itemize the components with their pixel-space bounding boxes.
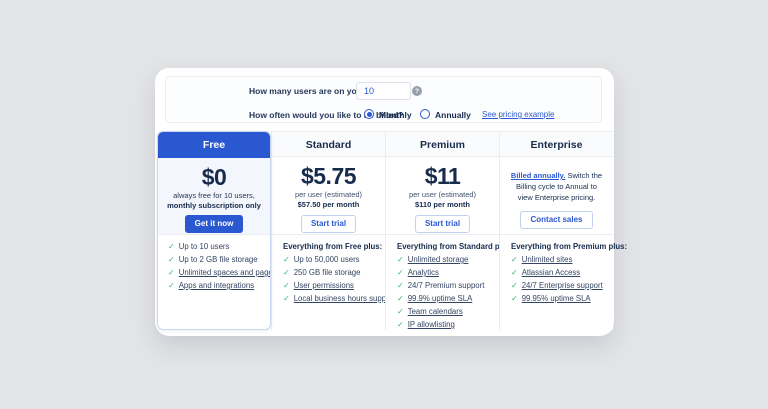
feature-item: Local business hours support [283,294,395,304]
check-icon [511,268,518,278]
check-icon [511,281,518,291]
feature-item: 99.9% uptime SLA [397,294,494,304]
pricing-card: How many users are on your team? ? How o… [155,68,628,336]
feature-item: Up to 50,000 users [283,255,380,265]
contact-sales-button[interactable]: Contact sales [520,211,593,229]
standard-pricing-section: $5.75 per user (estimated) $57.50 per mo… [272,157,385,235]
survey-panel: How many users are on your team? ? How o… [165,76,602,123]
get-it-now-button[interactable]: Get it now [184,215,244,233]
monthly-radio[interactable] [364,109,374,119]
plans-section: Free $0 always free for 10 users, monthl… [157,131,628,336]
feature-item: Apps and integrations [168,281,265,291]
premium-price-note-2: $110 per month [414,200,471,209]
plan-name-premium: Premium [386,131,499,157]
free-pricing-section: $0 always free for 10 users, monthly sub… [158,158,270,235]
premium-pricing-section: $11 per user (estimated) $110 per month … [386,157,499,235]
users-count-input[interactable] [356,82,411,100]
check-icon [283,294,290,304]
feature-item: Up to 10 users [168,242,265,252]
plan-name-free: Free [158,132,270,158]
enterprise-features-list: Everything from Premium plus: Unlimited … [500,235,628,304]
features-intro: Everything from Free plus: [283,242,383,251]
monthly-radio-label[interactable]: Monthly [379,109,412,120]
premium-price-note-1: per user (estimated) [408,190,477,199]
plan-column-free: Free $0 always free for 10 users, monthl… [157,131,271,330]
plan-name-standard: Standard [272,131,385,157]
annually-radio-label[interactable]: Annually [435,109,471,120]
check-icon [168,255,175,265]
check-icon [511,294,518,304]
plan-price-premium: $11 [424,163,461,189]
check-icon [397,307,404,317]
standard-price-note-2: $57.50 per month [297,200,360,209]
premium-features-list: Everything from Standard plus: Unlimited… [386,235,514,330]
feature-item: 24/7 Premium support [397,281,494,291]
check-icon [397,281,404,291]
check-icon [283,255,290,265]
annually-radio[interactable] [420,109,430,119]
billing-question-label: How often would you like to be billed? [249,110,404,120]
standard-features-list: Everything from Free plus: Up to 50,000 … [272,235,395,304]
billed-annually-link[interactable]: Billed annually. [510,171,566,180]
help-icon[interactable]: ? [412,86,422,96]
feature-item: 24/7 Enterprise support [511,281,608,291]
users-question-label: How many users are on your team? [249,86,393,96]
feature-item: Unlimited spaces and pages [168,268,270,278]
enterprise-billing-note: Billed annually. Switch the Billing cycl… [500,157,613,203]
check-icon [397,320,404,330]
feature-item: Atlassian Access [511,268,608,278]
free-features-list: Up to 10 users Up to 2 GB file storage U… [158,235,270,291]
free-price-note-1: always free for 10 users, [173,191,255,200]
enterprise-pricing-section: Billed annually. Switch the Billing cycl… [500,157,613,235]
check-icon [511,255,518,265]
check-icon [283,268,290,278]
check-icon [168,281,175,291]
plan-name-enterprise: Enterprise [500,131,613,157]
check-icon [168,268,175,278]
feature-item: IP allowlisting [397,320,494,330]
feature-item: 250 GB file storage [283,268,380,278]
start-trial-button-standard[interactable]: Start trial [300,215,357,233]
features-intro: Everything from Standard plus: [397,242,514,251]
feature-item: Team calendars [397,307,494,317]
feature-item: Unlimited sites [511,255,608,265]
feature-item: Unlimited storage [397,255,494,265]
billing-note-text: Switch the Billing cycle to Annual to vi… [516,171,603,202]
check-icon [397,294,404,304]
plan-column-enterprise: Enterprise Billed annually. Switch the B… [499,131,628,330]
start-trial-button-premium[interactable]: Start trial [414,215,471,233]
see-pricing-example-link[interactable]: See pricing example [482,110,555,119]
check-icon [168,242,175,252]
check-icon [397,255,404,265]
check-icon [283,281,290,291]
plan-column-premium: Premium $11 per user (estimated) $110 pe… [385,131,514,330]
feature-item: Up to 2 GB file storage [168,255,265,265]
feature-item: Analytics [397,268,494,278]
feature-item: User permissions [283,281,380,291]
free-price-note-2: monthly subscription only [167,201,261,210]
plan-price-standard: $5.75 [300,163,357,189]
feature-item: 99.95% uptime SLA [511,294,608,304]
standard-price-note-1: per user (estimated) [294,190,363,199]
plan-column-standard: Standard $5.75 per user (estimated) $57.… [271,131,395,330]
plan-price-free: $0 [201,164,227,190]
check-icon [397,268,404,278]
features-intro: Everything from Premium plus: [511,242,628,251]
